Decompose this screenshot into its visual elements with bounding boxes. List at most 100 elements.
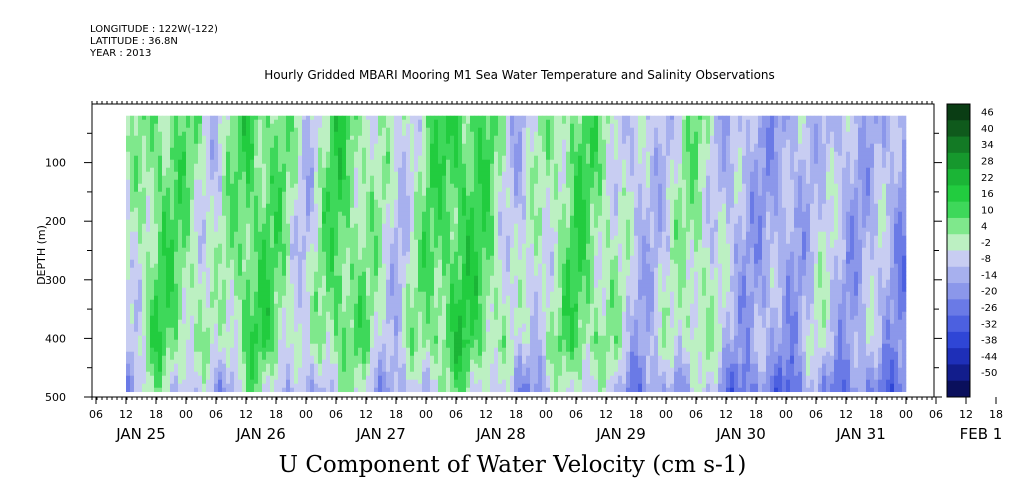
heatmap-cell xyxy=(262,347,267,353)
heatmap-cell xyxy=(342,231,347,237)
heatmap-cell xyxy=(178,359,183,365)
heatmap-cell xyxy=(370,275,375,281)
heatmap-cell xyxy=(374,367,379,373)
heatmap-cell xyxy=(394,131,399,137)
heatmap-cell xyxy=(406,279,411,285)
heatmap-cell xyxy=(406,291,411,297)
heatmap-cell xyxy=(222,123,227,129)
heatmap-cell xyxy=(226,351,231,357)
heatmap-cell xyxy=(182,311,187,317)
heatmap-cell xyxy=(174,183,179,189)
heatmap-cell xyxy=(286,119,291,125)
heatmap-cell xyxy=(370,235,375,241)
heatmap-cell xyxy=(346,303,351,309)
heatmap-cell xyxy=(362,167,367,173)
heatmap-cell xyxy=(398,139,403,145)
heatmap-cell xyxy=(234,315,239,321)
heatmap-cell xyxy=(286,275,291,281)
heatmap-cell xyxy=(254,295,259,301)
heatmap-cell xyxy=(182,179,187,185)
heatmap-cell xyxy=(370,367,375,373)
heatmap-cell xyxy=(242,227,247,233)
heatmap-cell xyxy=(194,307,199,313)
heatmap-cell xyxy=(190,259,195,265)
heatmap-cell xyxy=(178,207,183,213)
heatmap-cell xyxy=(126,263,131,269)
heatmap-cell xyxy=(370,331,375,337)
heatmap-cell xyxy=(386,207,391,213)
heatmap-cell xyxy=(262,127,267,133)
heatmap-cell xyxy=(222,215,227,221)
heatmap-cell xyxy=(266,271,271,277)
heatmap-cell xyxy=(382,307,387,313)
heatmap-cell xyxy=(374,135,379,141)
heatmap-cell xyxy=(174,303,179,309)
heatmap-cell xyxy=(274,239,279,245)
heatmap-cell xyxy=(170,375,175,381)
heatmap-cell xyxy=(250,351,255,357)
heatmap-cell xyxy=(410,263,415,269)
heatmap-cell xyxy=(274,279,279,285)
heatmap-cell xyxy=(254,155,259,161)
heatmap-cell xyxy=(182,259,187,265)
heatmap-cell xyxy=(326,159,331,165)
heatmap-cell xyxy=(282,383,287,389)
heatmap-cell xyxy=(346,347,351,353)
heatmap-cell xyxy=(214,259,219,265)
heatmap-cell xyxy=(410,219,415,225)
heatmap-cell xyxy=(126,351,131,357)
heatmap-cell xyxy=(162,183,167,189)
heatmap-cell xyxy=(326,295,331,301)
heatmap-cell xyxy=(286,335,291,341)
heatmap-cell xyxy=(234,175,239,181)
heatmap-cell xyxy=(334,147,339,153)
heatmap-cell xyxy=(286,351,291,357)
heatmap-cell xyxy=(222,267,227,273)
heatmap-cell xyxy=(234,279,239,285)
heatmap-cell xyxy=(402,387,407,393)
heatmap-cell xyxy=(170,119,175,125)
heatmap-cell xyxy=(358,219,363,225)
heatmap-cell xyxy=(202,343,207,349)
heatmap-cell xyxy=(206,143,211,149)
heatmap-cell xyxy=(150,227,155,233)
heatmap-cell xyxy=(338,259,343,265)
heatmap-cell xyxy=(186,171,191,177)
heatmap-cell xyxy=(354,163,359,169)
heatmap-cell xyxy=(338,315,343,321)
heatmap-cell xyxy=(174,291,179,297)
heatmap-cell xyxy=(254,279,259,285)
heatmap-cell xyxy=(246,187,251,193)
heatmap-cell xyxy=(226,151,231,157)
heatmap-cell xyxy=(406,131,411,137)
heatmap-cell xyxy=(362,175,367,181)
heatmap-cell xyxy=(170,359,175,365)
heatmap-cell xyxy=(226,263,231,269)
heatmap-cell xyxy=(354,359,359,365)
heatmap-cell xyxy=(246,123,251,129)
heatmap-cell xyxy=(226,175,231,181)
heatmap-cell xyxy=(310,167,315,173)
heatmap-cell xyxy=(134,123,139,129)
heatmap-cell xyxy=(314,227,319,233)
heatmap-cell xyxy=(270,187,275,193)
heatmap-cell xyxy=(238,191,243,197)
heatmap-cell xyxy=(346,379,351,385)
heatmap-cell xyxy=(234,275,239,281)
heatmap-cell xyxy=(290,179,295,185)
heatmap-cell xyxy=(286,139,291,145)
heatmap-cell xyxy=(314,375,319,381)
heatmap-cell xyxy=(326,199,331,205)
heatmap-cell xyxy=(154,279,159,285)
heatmap-cell xyxy=(350,171,355,177)
heatmap-cell xyxy=(222,183,227,189)
heatmap-cell xyxy=(302,223,307,229)
heatmap-cell xyxy=(202,259,207,265)
heatmap-cell xyxy=(242,139,247,145)
heatmap-cell xyxy=(174,131,179,137)
heatmap-cell xyxy=(150,299,155,305)
heatmap-cell xyxy=(202,155,207,161)
heatmap-cell xyxy=(258,383,263,389)
heatmap-cell xyxy=(206,115,211,121)
heatmap-cell xyxy=(310,163,315,169)
